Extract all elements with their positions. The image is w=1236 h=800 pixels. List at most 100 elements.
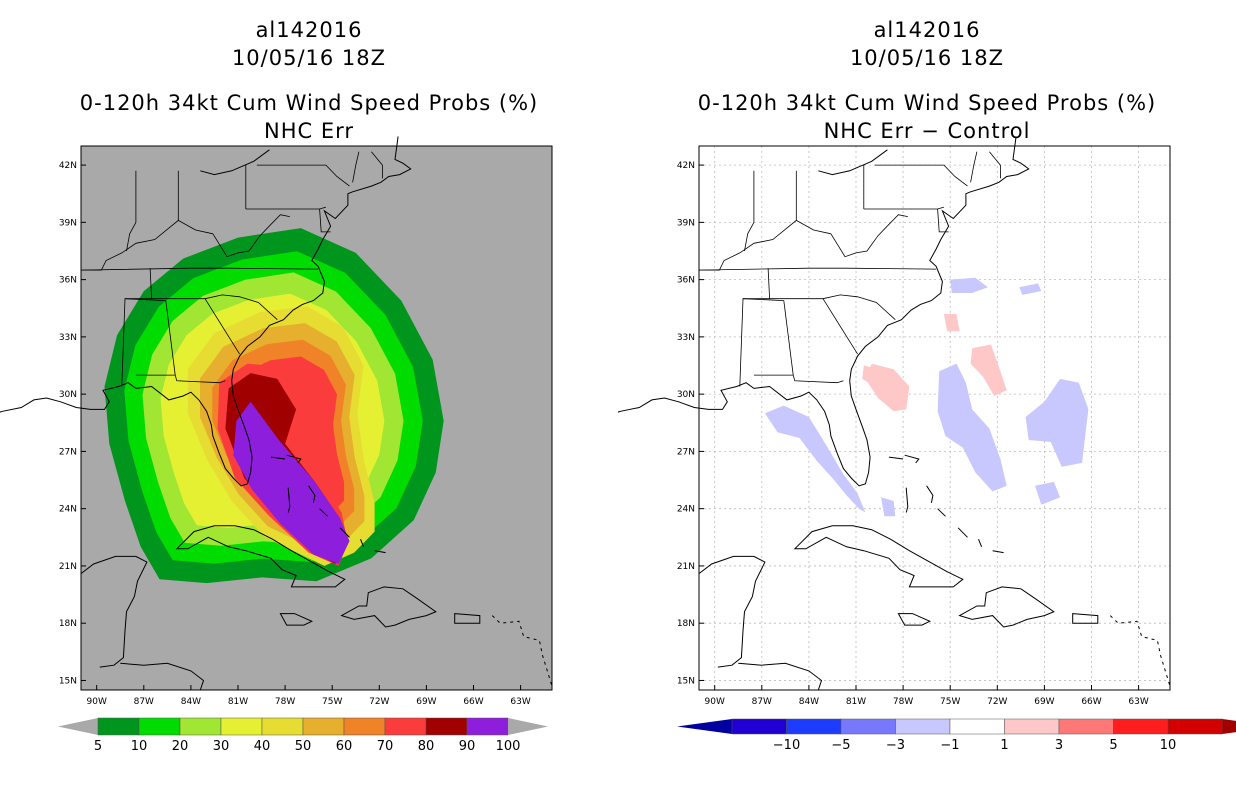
state-boundary xyxy=(744,170,755,252)
colorbar-segment xyxy=(343,717,386,736)
x-tick-label: 75W xyxy=(940,697,960,707)
prob-contour-100 xyxy=(233,401,350,564)
colorbar-segment xyxy=(97,717,140,736)
yucatan-coastline xyxy=(698,555,766,668)
colorbar-segment xyxy=(261,717,304,736)
bahamas-island xyxy=(287,487,291,513)
state-boundary xyxy=(319,208,331,233)
colorbar-segment xyxy=(220,717,263,736)
x-tick-label: 66W xyxy=(1081,697,1101,707)
state-boundary xyxy=(989,151,1001,179)
state-boundary xyxy=(863,206,945,210)
x-tick-label: 72W xyxy=(987,697,1007,707)
colorbar-segment xyxy=(949,718,1005,735)
bahamas-island xyxy=(319,508,328,517)
state-boundary xyxy=(830,214,908,258)
state-boundary xyxy=(149,268,152,299)
bahamas-island xyxy=(957,527,968,538)
colorbar-segment xyxy=(302,717,345,736)
bahamas-island xyxy=(308,485,316,503)
right-datetime: 10/05/16 18Z xyxy=(849,46,1005,70)
positive-difference-area xyxy=(970,344,1007,396)
state-boundary xyxy=(874,164,968,187)
x-tick-label: 81W xyxy=(228,697,248,707)
x-tick-label: 84W xyxy=(799,697,819,707)
x-tick-label: 90W xyxy=(705,697,725,707)
negative-difference-area xyxy=(764,405,866,513)
positive-difference-area xyxy=(862,365,872,383)
colorbar-right-tip xyxy=(1222,719,1236,734)
colorbar-segment xyxy=(138,717,181,736)
map-frame xyxy=(80,145,553,691)
y-tick-label: 33N xyxy=(59,333,77,343)
bahamas-island xyxy=(904,454,920,464)
left-panel: al142016 10/05/16 18Z 0-120h 34kt Cum Wi… xyxy=(0,18,553,754)
colorbar-label: 5 xyxy=(94,739,102,754)
y-tick-label: 21N xyxy=(59,562,77,572)
x-tick-label: 84W xyxy=(181,697,201,707)
bahamas-island xyxy=(270,456,286,460)
colorbar-label: −3 xyxy=(886,738,905,753)
y-tick-label: 39N xyxy=(59,218,77,228)
x-tick-label: 90W xyxy=(87,697,107,707)
state-boundary xyxy=(126,170,137,252)
right-subtitle: NHC Err − Control xyxy=(823,119,1031,143)
colorbar-label: 3 xyxy=(1055,738,1063,753)
y-tick-label: 30N xyxy=(677,390,695,400)
central-america-coastline xyxy=(738,662,823,691)
colorbar-label: 70 xyxy=(377,739,394,754)
state-boundary xyxy=(753,374,844,384)
colorbar-label: 90 xyxy=(459,739,476,754)
y-tick-label: 18N xyxy=(677,619,695,629)
puerto-rico-coastline xyxy=(1072,613,1099,624)
colorbar-left-tip xyxy=(58,718,98,735)
colorbar-segment xyxy=(786,718,842,735)
state-boundary xyxy=(81,219,213,271)
state-boundary xyxy=(783,300,794,376)
bahamas-island xyxy=(992,550,1004,554)
state-boundary xyxy=(135,374,226,384)
x-tick-label: 78W xyxy=(275,697,295,707)
negative-difference-area xyxy=(1035,481,1061,505)
colorbar-label: −10 xyxy=(773,738,800,753)
colorbar-segment xyxy=(1167,718,1223,735)
colorbar-left-tip xyxy=(677,719,732,734)
y-tick-label: 15N xyxy=(59,676,77,686)
bahamas-island xyxy=(926,485,934,503)
y-tick-label: 39N xyxy=(677,218,695,228)
bahamas-island xyxy=(978,539,983,547)
state-boundary xyxy=(121,294,278,387)
state-boundary xyxy=(80,267,319,271)
x-tick-label: 75W xyxy=(322,697,342,707)
bahamas-island xyxy=(339,527,350,538)
x-tick-label: 78W xyxy=(893,697,913,707)
colorbar-label: −5 xyxy=(831,738,850,753)
state-boundary xyxy=(124,298,166,301)
hispaniola-coastline xyxy=(958,586,1055,628)
x-tick-label: 87W xyxy=(752,697,772,707)
state-boundary xyxy=(212,214,290,258)
colorbar-segment xyxy=(895,718,951,735)
negative-difference-area xyxy=(881,497,896,517)
x-tick-label: 63W xyxy=(510,697,530,707)
state-boundary xyxy=(739,294,896,387)
left-product-title: 0-120h 34kt Cum Wind Speed Probs (%) xyxy=(79,91,539,115)
bahamas-island xyxy=(360,539,365,547)
x-tick-label: 87W xyxy=(134,697,154,707)
bahamas-island xyxy=(374,550,386,554)
bahamas-island xyxy=(905,487,909,513)
negative-difference-area xyxy=(1025,378,1089,467)
y-tick-label: 36N xyxy=(59,276,77,286)
x-tick-label: 66W xyxy=(463,697,483,707)
jamaica-coastline xyxy=(279,613,313,626)
colorbar-label: 10 xyxy=(1160,738,1177,753)
hispaniola-coastline xyxy=(340,586,437,628)
colorbar-segment xyxy=(1004,718,1060,735)
positive-difference-area xyxy=(865,363,910,412)
colorbar-label: 10 xyxy=(131,739,148,754)
y-tick-label: 21N xyxy=(677,562,695,572)
colorbar-right-tip xyxy=(508,718,548,735)
y-tick-label: 18N xyxy=(59,619,77,629)
yucatan-coastline xyxy=(80,555,148,668)
us-coastline xyxy=(0,136,412,487)
